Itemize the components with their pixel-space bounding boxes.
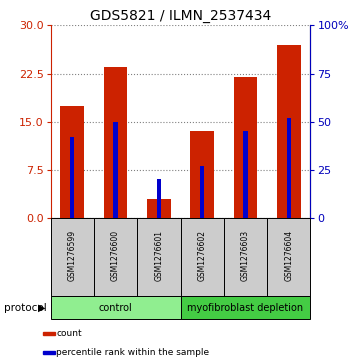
- Bar: [43, 333, 55, 335]
- Text: GSM1276601: GSM1276601: [155, 230, 163, 281]
- Text: ▶: ▶: [38, 303, 45, 313]
- Text: count: count: [56, 329, 82, 338]
- Bar: [113, 122, 118, 218]
- Text: control: control: [99, 303, 132, 313]
- Bar: [51, 296, 180, 319]
- Bar: [180, 296, 310, 319]
- Bar: [43, 351, 55, 354]
- Bar: [243, 131, 248, 218]
- Bar: [157, 179, 161, 218]
- Bar: [234, 77, 257, 218]
- Bar: [147, 199, 171, 218]
- Text: GSM1276602: GSM1276602: [198, 230, 206, 281]
- Bar: [94, 218, 137, 296]
- Bar: [137, 218, 180, 296]
- Bar: [224, 218, 267, 296]
- Bar: [60, 106, 84, 218]
- Bar: [277, 45, 301, 218]
- Bar: [104, 67, 127, 218]
- Bar: [190, 131, 214, 218]
- Text: GSM1276599: GSM1276599: [68, 230, 77, 281]
- Text: GSM1276600: GSM1276600: [111, 230, 120, 281]
- Bar: [287, 118, 291, 218]
- Text: GSM1276604: GSM1276604: [284, 230, 293, 281]
- Text: percentile rank within the sample: percentile rank within the sample: [56, 348, 209, 357]
- Text: GSM1276603: GSM1276603: [241, 230, 250, 281]
- Bar: [267, 218, 310, 296]
- Text: myofibroblast depletion: myofibroblast depletion: [187, 303, 304, 313]
- Bar: [200, 166, 204, 218]
- Bar: [180, 218, 224, 296]
- Bar: [70, 137, 74, 218]
- Text: protocol: protocol: [4, 303, 46, 313]
- Bar: [51, 218, 94, 296]
- Text: GDS5821 / ILMN_2537434: GDS5821 / ILMN_2537434: [90, 9, 271, 23]
